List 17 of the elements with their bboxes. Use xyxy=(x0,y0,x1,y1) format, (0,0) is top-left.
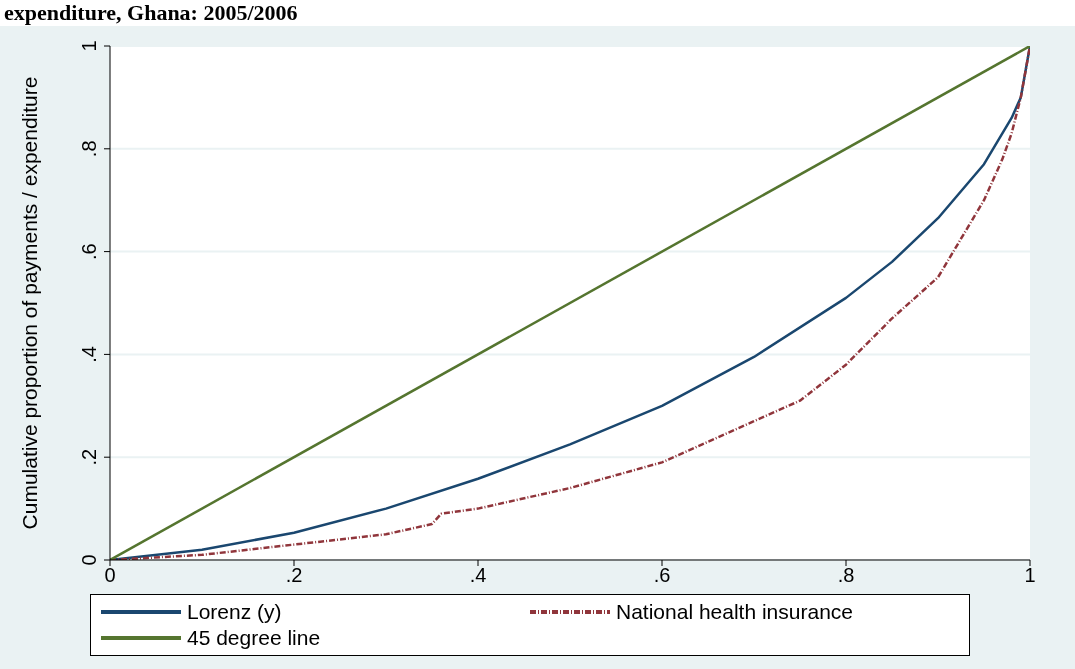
y-tick-label: .2 xyxy=(78,448,100,466)
chart-title: expenditure, Ghana: 2005/2006 xyxy=(0,0,1075,26)
x-tick-label: 0 xyxy=(104,564,116,587)
y-axis-title: Cumulative proportion of payments / expenditure xyxy=(18,76,42,530)
x-tick-label: 1 xyxy=(1024,564,1036,587)
legend-label: Lorenz (y) xyxy=(187,600,282,624)
y-tick-label: .4 xyxy=(78,346,100,363)
legend-label: National health insurance xyxy=(616,600,853,624)
x-tick-label: .4 xyxy=(469,564,487,587)
y-tick-label: .6 xyxy=(78,243,100,260)
y-tick-label: .8 xyxy=(78,140,100,158)
x-tick-label: .8 xyxy=(837,564,855,587)
y-tick-label: 1 xyxy=(78,40,100,52)
y-tick-label: 0 xyxy=(78,554,100,566)
x-tick-label: .2 xyxy=(285,564,303,587)
x-tick-label: .6 xyxy=(653,564,671,587)
legend-label: 45 degree line xyxy=(187,626,321,650)
